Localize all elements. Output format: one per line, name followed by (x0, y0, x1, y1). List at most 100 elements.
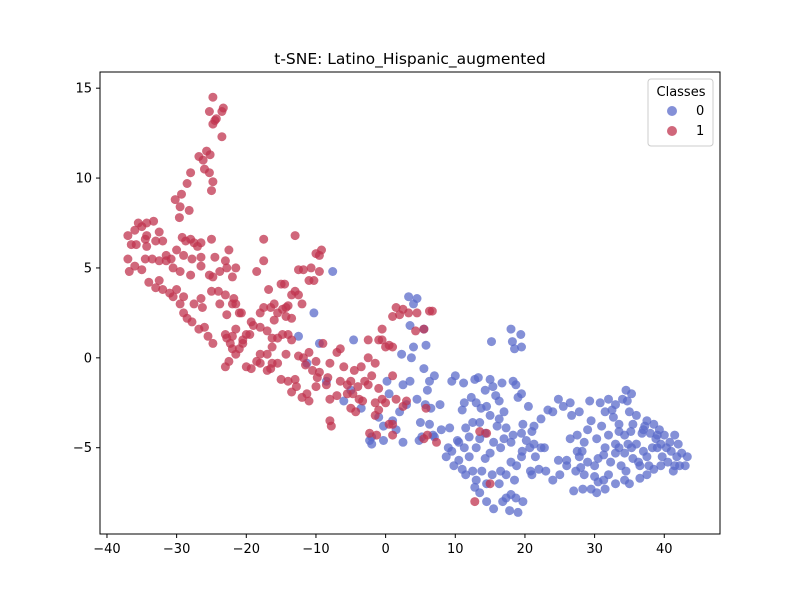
scatter-point-class-0 (480, 454, 490, 463)
scatter-point-class-0 (672, 452, 682, 462)
scatter-point-class-0 (480, 385, 490, 395)
scatter-point-class-0 (328, 267, 338, 276)
scatter-point-class-1 (374, 335, 384, 345)
scatter-point-class-0 (579, 437, 589, 447)
scatter-point-class-1 (172, 245, 182, 255)
legend-label-0: 0 (696, 104, 704, 119)
points-layer (123, 92, 692, 517)
scatter-point-class-1 (133, 218, 143, 228)
scatter-point-class-1 (172, 285, 182, 294)
scatter-point-class-1 (189, 299, 199, 309)
scatter-point-class-0 (397, 349, 407, 359)
scatter-point-class-1 (384, 340, 394, 350)
scatter-point-class-1 (196, 294, 206, 303)
scatter-point-class-0 (464, 432, 474, 442)
chart-title: t-SNE: Latino_Hispanic_augmented (274, 50, 545, 69)
scatter-point-class-1 (370, 398, 380, 408)
scatter-point-class-1 (151, 236, 161, 246)
scatter-point-class-1 (197, 303, 207, 312)
scatter-point-class-1 (140, 254, 150, 264)
y-tick-label: 0 (84, 351, 92, 366)
scatter-point-class-0 (600, 407, 610, 417)
scatter-point-class-0 (579, 470, 589, 480)
scatter-point-class-1 (168, 292, 178, 302)
scatter-point-class-0 (656, 461, 666, 471)
scatter-point-class-1 (312, 373, 322, 383)
scatter-point-class-0 (555, 470, 565, 480)
scatter-point-class-0 (585, 396, 595, 406)
scatter-point-class-0 (548, 475, 558, 485)
scatter-point-class-1 (252, 356, 262, 366)
scatter-point-class-0 (468, 466, 478, 476)
scatter-point-class-1 (267, 333, 277, 343)
scatter-point-class-1 (222, 263, 232, 273)
scatter-point-class-1 (161, 256, 171, 266)
scatter-point-class-0 (339, 396, 349, 406)
scatter-point-class-1 (402, 396, 411, 406)
legend-marker-0 (667, 106, 677, 116)
scatter-point-class-1 (262, 326, 272, 336)
scatter-point-class-0 (513, 507, 523, 517)
scatter-point-class-1 (208, 338, 218, 348)
scatter-point-class-1 (194, 324, 204, 334)
scatter-point-class-1 (179, 250, 189, 260)
scatter-point-class-0 (682, 452, 692, 462)
scatter-point-class-1 (158, 285, 168, 294)
scatter-point-class-0 (516, 330, 526, 339)
scatter-point-class-0 (468, 418, 478, 427)
scatter-point-class-0 (435, 400, 445, 410)
scatter-point-class-0 (517, 446, 527, 456)
scatter-point-class-1 (321, 380, 331, 390)
scatter-point-class-0 (494, 414, 504, 424)
scatter-point-class-1 (276, 374, 286, 384)
scatter-point-class-0 (525, 443, 535, 453)
scatter-point-class-1 (154, 227, 164, 237)
scatter-point-class-0 (454, 437, 464, 447)
scatter-point-class-1 (311, 249, 321, 259)
scatter-point-class-0 (412, 294, 422, 303)
scatter-point-class-1 (404, 308, 414, 318)
scatter-point-class-0 (422, 385, 432, 395)
scatter-point-class-0 (565, 434, 575, 444)
scatter-point-class-0 (429, 371, 439, 381)
scatter-point-class-1 (287, 290, 297, 300)
scatter-point-class-0 (405, 376, 415, 386)
scatter-point-class-1 (137, 265, 147, 275)
scatter-point-class-0 (471, 398, 481, 408)
scatter-point-class-1 (287, 313, 297, 323)
scatter-point-class-1 (245, 330, 255, 339)
scatter-point-class-0 (659, 430, 669, 440)
scatter-point-class-0 (518, 419, 528, 429)
scatter-point-class-1 (220, 290, 230, 300)
scatter-point-class-0 (635, 473, 645, 483)
x-tick-label: 10 (447, 542, 464, 557)
scatter-point-class-0 (635, 461, 645, 471)
scatter-point-class-0 (614, 419, 624, 429)
scatter-point-class-0 (523, 401, 533, 411)
scatter-point-class-0 (384, 389, 394, 399)
scatter-point-class-1 (215, 267, 225, 276)
scatter-point-class-1 (204, 168, 214, 178)
scatter-point-class-1 (351, 407, 361, 417)
scatter-point-class-0 (623, 439, 633, 449)
scatter-point-class-0 (673, 439, 683, 449)
scatter-point-class-1 (255, 322, 265, 332)
scatter-point-class-1 (353, 382, 363, 392)
scatter-point-class-1 (203, 331, 213, 341)
scatter-point-class-0 (642, 470, 652, 480)
scatter-point-class-1 (323, 373, 333, 383)
scatter-point-class-1 (298, 353, 308, 363)
scatter-point-class-1 (215, 299, 225, 309)
scatter-point-class-0 (611, 479, 620, 489)
scatter-point-class-0 (558, 401, 568, 411)
scatter-point-class-1 (388, 312, 398, 321)
scatter-point-class-0 (507, 337, 517, 347)
scatter-point-class-1 (363, 380, 373, 390)
scatter-point-class-1 (144, 277, 154, 287)
scatter-point-class-1 (259, 303, 269, 312)
scatter-point-class-1 (252, 267, 262, 276)
scatter-point-class-0 (485, 374, 495, 384)
scatter-point-class-0 (620, 475, 630, 485)
y-tick-label: 10 (75, 172, 92, 187)
scatter-point-class-0 (457, 464, 467, 474)
